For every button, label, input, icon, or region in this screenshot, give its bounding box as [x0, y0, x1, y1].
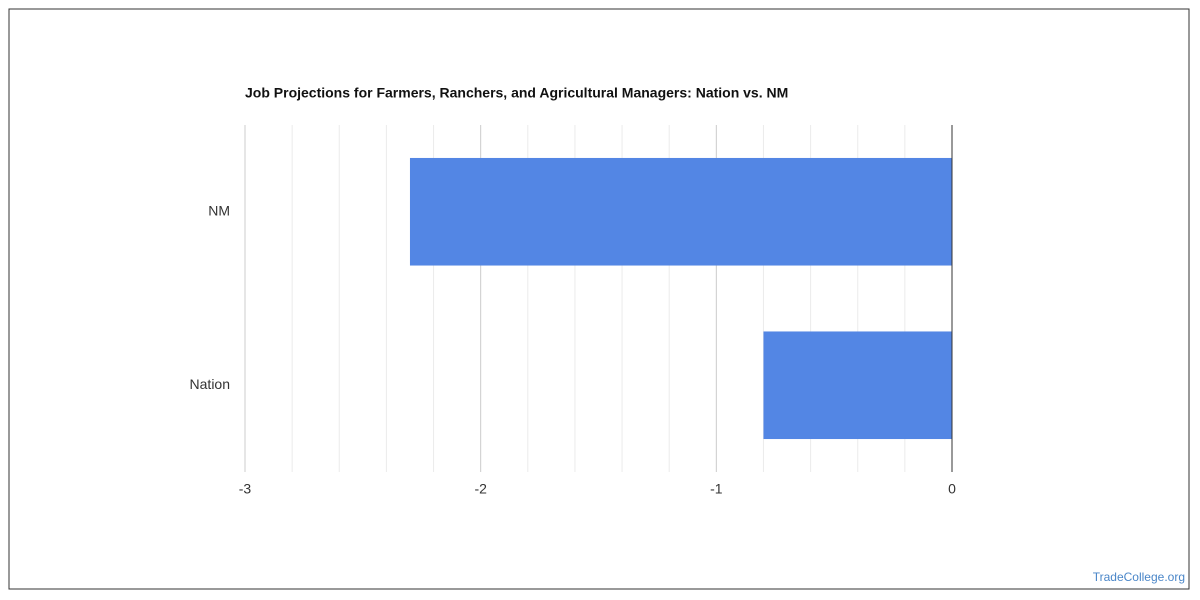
y-tick-label: Nation — [190, 376, 230, 392]
x-tick-label: 0 — [948, 481, 956, 497]
frame — [8, 8, 1190, 590]
x-tick-label: -3 — [239, 481, 252, 497]
chart-title: Job Projections for Farmers, Ranchers, a… — [245, 85, 788, 101]
x-tick-label: -1 — [710, 481, 723, 497]
bar — [763, 331, 952, 440]
source-link[interactable]: TradeCollege.org — [1093, 570, 1185, 584]
bar — [409, 157, 952, 266]
x-tick-label: -2 — [474, 481, 487, 497]
y-tick-label: NM — [208, 202, 230, 218]
